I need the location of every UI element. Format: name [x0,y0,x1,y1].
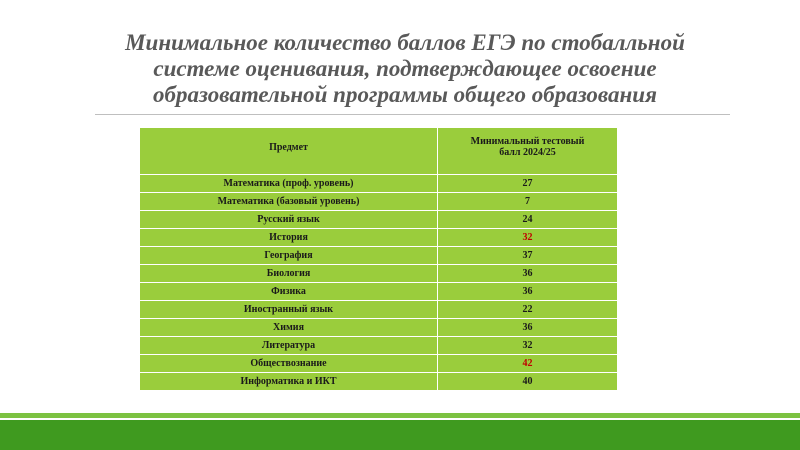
table-row: Информатика и ИКТ 40 [139,372,618,391]
score-cell: 42 [437,354,618,373]
score-cell: 37 [437,246,618,265]
subject-cell: История [139,228,438,247]
subject-cell: Химия [139,318,438,337]
subject-cell: Математика (базовый уровень) [139,192,438,211]
slide-title: Минимальное количество баллов ЕГЭ по сто… [60,30,750,108]
table-row: Русский язык 24 [139,210,618,229]
header-score: Минимальный тестовый балл 2024/25 [437,127,618,175]
subject-cell: Информатика и ИКТ [139,372,438,391]
subject-cell: Математика (проф. уровень) [139,174,438,193]
subject-cell: Физика [139,282,438,301]
score-cell: 24 [437,210,618,229]
score-cell: 22 [437,300,618,319]
footer-accent-bar [0,413,800,418]
score-cell: 7 [437,192,618,211]
score-cell: 36 [437,282,618,301]
table-row: Математика (базовый уровень) 7 [139,192,618,211]
scores-table-container: Предмет Минимальный тестовый балл 2024/2… [139,127,618,391]
subject-cell: Биология [139,264,438,283]
table-row: Математика (проф. уровень) 27 [139,174,618,193]
subject-cell: Литература [139,336,438,355]
table-row: Иностранный язык 22 [139,300,618,319]
scores-table: Предмет Минимальный тестовый балл 2024/2… [139,127,618,391]
score-cell: 36 [437,318,618,337]
subject-cell: Обществознание [139,354,438,373]
table-body: Математика (проф. уровень) 27 Математика (… [139,174,618,391]
header-score-line2: балл 2024/25 [499,147,556,158]
table-row: Физика 36 [139,282,618,301]
subject-cell: География [139,246,438,265]
header-subject: Предмет [139,127,438,175]
header-score-line1: Минимальный тестовый [470,136,585,147]
table-row: Биология 36 [139,264,618,283]
subject-cell: Русский язык [139,210,438,229]
table-row: Обществознание 42 [139,354,618,373]
score-cell: 36 [437,264,618,283]
subject-cell: Иностранный язык [139,300,438,319]
score-cell: 27 [437,174,618,193]
table-header-row: Предмет Минимальный тестовый балл 2024/2… [139,127,618,175]
footer-bar [0,420,800,450]
table-row: Литература 32 [139,336,618,355]
table-row: Химия 36 [139,318,618,337]
score-cell: 32 [437,228,618,247]
title-line-1: Минимальное количество баллов ЕГЭ по сто… [125,30,685,55]
title-line-2: системе оценивания, подтверждающее освое… [153,56,657,81]
score-cell: 40 [437,372,618,391]
title-divider [95,114,730,115]
score-cell: 32 [437,336,618,355]
table-row: История 32 [139,228,618,247]
table-row: География 37 [139,246,618,265]
title-line-3: образовательной программы общего образов… [153,82,657,107]
